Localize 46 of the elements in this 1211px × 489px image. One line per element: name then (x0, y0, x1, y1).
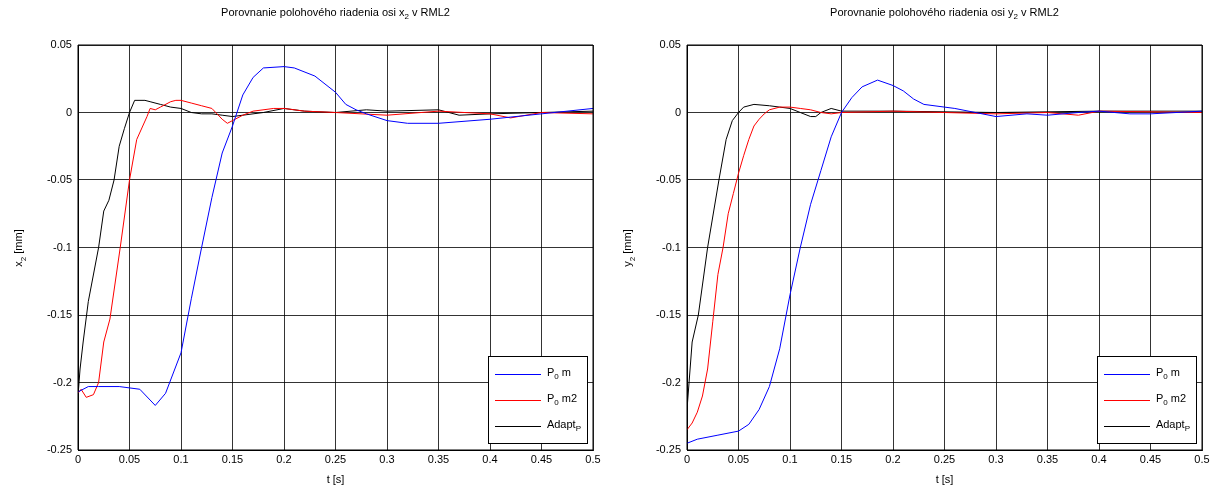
x-axis-title: t [s] (326, 473, 345, 485)
y-tick-label: -0.2 (53, 375, 72, 388)
x-tick-label: 0.5 (1194, 452, 1210, 465)
y-tick-label: 0.05 (50, 38, 72, 51)
x-tick-label: 0.4 (1091, 452, 1107, 465)
y-tick-label: -0.15 (655, 308, 681, 321)
y-tick-label: -0.1 (53, 240, 72, 253)
x-tick-label: 0.4 (482, 452, 498, 465)
y-tick-label: -0.1 (662, 240, 681, 253)
y-tick-label: 0 (65, 105, 72, 118)
x-tick-label: 0.35 (427, 452, 450, 465)
x-tick-label: 0.3 (988, 452, 1004, 465)
x-tick-label: 0.15 (221, 452, 244, 465)
y-tick-label: -0.25 (46, 443, 72, 456)
legend-label: P$_{0}$ m (546, 366, 571, 382)
legend-label: Adapt$_{P}$ (546, 418, 581, 434)
x-tick-label: 0.1 (173, 452, 189, 465)
x-tick-label: 0.1 (782, 452, 798, 465)
x-tick-label: 0.3 (379, 452, 395, 465)
x-tick-label: 0.25 (324, 452, 347, 465)
x-tick-label: 0.45 (1139, 452, 1162, 465)
x-tick-label: 0.15 (830, 452, 853, 465)
y-tick-label: -0.05 (655, 173, 681, 186)
x-tick-label: 0.45 (530, 452, 553, 465)
y-tick-label: -0.15 (46, 308, 72, 321)
legend-label: P$_{0}$ m2 (546, 392, 578, 408)
legend-label: Adapt$_{P}$ (1155, 418, 1190, 434)
legend-label: P$_{0}$ m (1155, 366, 1180, 382)
y-tick-label: 0 (674, 105, 681, 118)
x-axis-title: t [s] (935, 473, 954, 485)
x-tick-label: 0 (74, 452, 82, 465)
y-tick-label: -0.25 (655, 443, 681, 456)
x-tick-label: 0.05 (727, 452, 750, 465)
y-tick-label: -0.05 (46, 173, 72, 186)
chart-title: Porovnanie polohového riadenia osi x$_{2}$ v RML2 (221, 6, 450, 22)
x-tick-label: 0 (683, 452, 691, 465)
y-tick-label: -0.2 (662, 375, 681, 388)
x-tick-label: 0.5 (585, 452, 601, 465)
x-tick-label: 0.05 (118, 452, 141, 465)
legend-label: P$_{0}$ m2 (1155, 392, 1187, 408)
chart-title: Porovnanie polohového riadenia osi y$_{2}$ v RML2 (830, 6, 1059, 22)
x-tick-label: 0.2 (885, 452, 901, 465)
x-tick-label: 0.25 (933, 452, 956, 465)
x-tick-label: 0.35 (1036, 452, 1059, 465)
x-tick-label: 0.2 (276, 452, 292, 465)
y-tick-label: 0.05 (659, 38, 681, 51)
